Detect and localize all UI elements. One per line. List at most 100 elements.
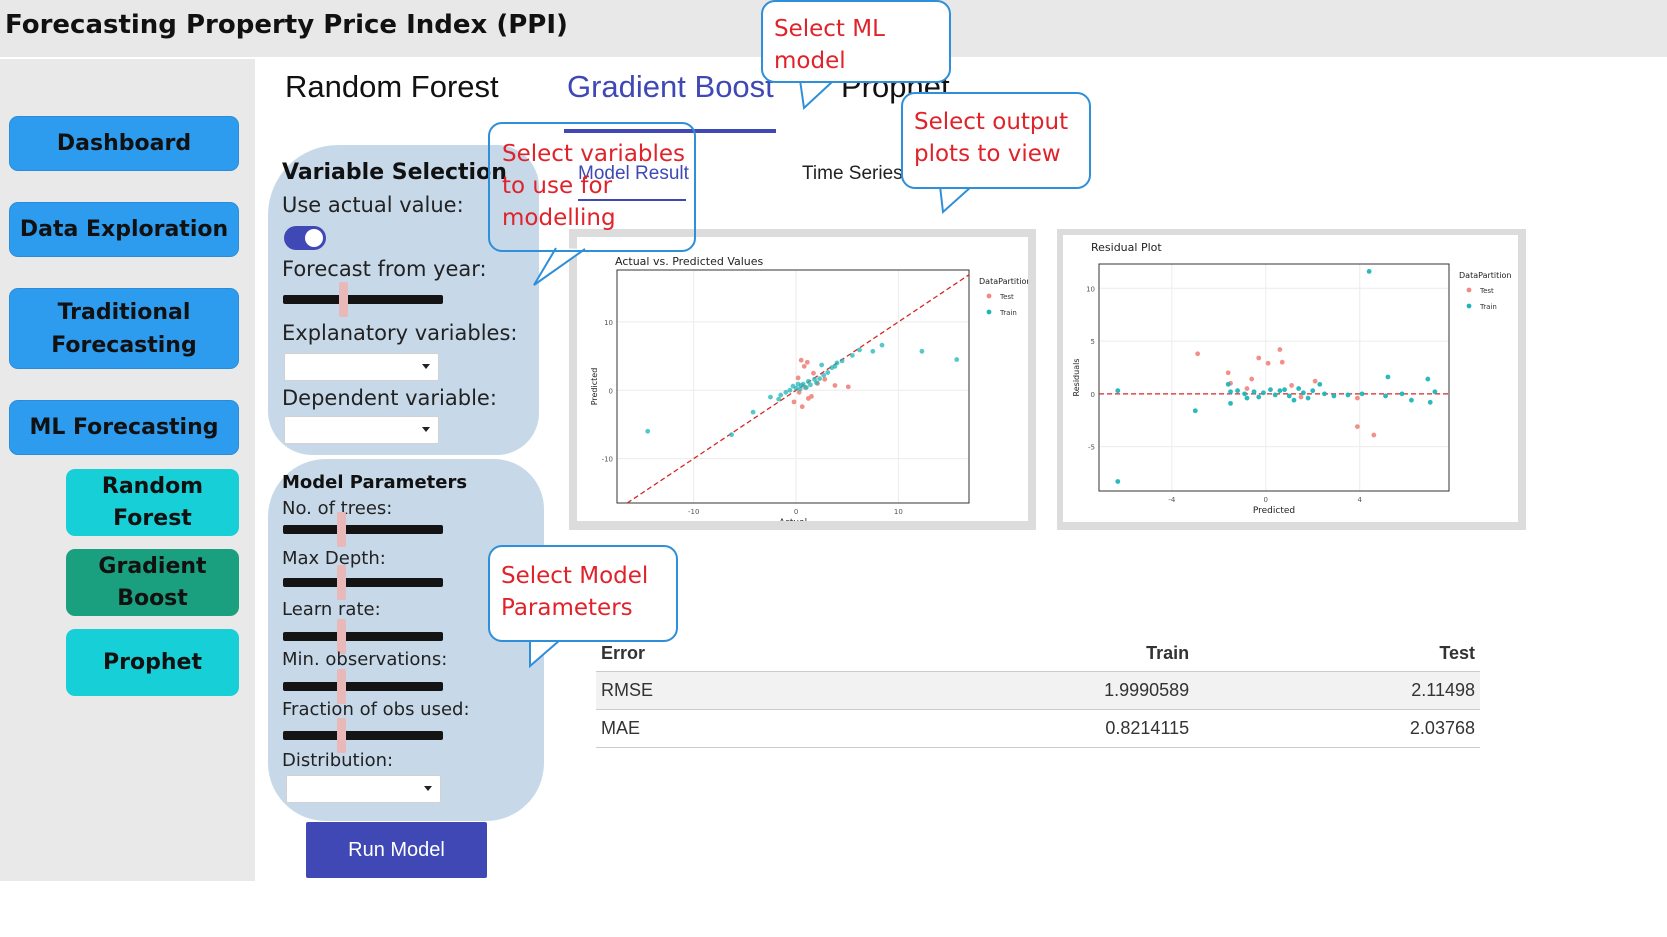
data-point <box>1331 393 1337 399</box>
min-observations-slider[interactable] <box>283 669 443 704</box>
slider-thumb[interactable] <box>337 512 346 547</box>
trees-label: No. of trees: <box>282 498 393 519</box>
forecast-from-label: Forecast from year: <box>282 257 487 281</box>
actual-vs-predicted-chart: Actual vs. Predicted Values -10 0 10 -10 0 10 A… <box>590 255 1031 528</box>
x-tick-label: -4 <box>1168 496 1176 504</box>
data-point <box>1265 360 1271 366</box>
max-depth-label: Max Depth: <box>282 548 386 569</box>
nav-gradient-boost-button[interactable]: Gradient Boost <box>66 549 239 616</box>
data-point <box>783 389 789 395</box>
table-cell: 0.8214115 <box>832 709 1195 748</box>
data-point <box>1256 355 1262 361</box>
callout-select-output-text: Select output plots to view <box>914 109 1069 167</box>
table-cell: 2.11498 <box>1194 671 1480 710</box>
data-point <box>845 384 851 390</box>
data-point <box>825 370 831 375</box>
chart-title: Actual vs. Predicted Values <box>615 255 764 268</box>
chart-title: Residual Plot <box>1091 241 1162 254</box>
data-point <box>809 394 814 399</box>
data-point <box>1261 390 1266 396</box>
caret-down-icon <box>424 786 432 791</box>
y-tick-label: 5 <box>1091 338 1095 346</box>
tab-model-result[interactable]: Model Result <box>578 163 689 184</box>
caret-down-icon <box>422 427 430 432</box>
nav-dashboard-button[interactable]: Dashboard <box>9 116 239 171</box>
callout-select-output <box>901 92 1091 189</box>
tab-time-series[interactable]: Time Series <box>802 163 903 184</box>
data-point <box>1277 347 1283 352</box>
data-point <box>811 370 816 376</box>
slider-thumb[interactable] <box>337 619 346 654</box>
data-point <box>803 385 809 390</box>
table-cell: 2.03768 <box>1194 709 1480 748</box>
data-point <box>1225 370 1231 376</box>
use-actual-toggle[interactable] <box>284 226 326 250</box>
data-point <box>801 363 807 369</box>
plot-border <box>616 269 970 504</box>
data-point <box>800 381 806 387</box>
trees-slider[interactable] <box>283 512 443 547</box>
legend-entry: Train <box>999 309 1017 317</box>
x-tick-label: 4 <box>1358 496 1363 504</box>
data-point <box>1354 424 1360 429</box>
callout-tail <box>939 185 973 215</box>
model-parameters-heading: Model Parameters <box>282 472 468 493</box>
forecast-from-slider[interactable] <box>283 282 443 317</box>
data-point <box>778 392 784 398</box>
slider-thumb[interactable] <box>337 718 346 753</box>
slider-thumb[interactable] <box>338 282 348 317</box>
data-point <box>1300 390 1306 396</box>
data-point <box>1256 394 1262 400</box>
y-tick-label: 10 <box>1086 285 1095 293</box>
run-model-button[interactable]: Run Model <box>306 822 487 878</box>
data-point <box>1225 381 1231 387</box>
callout-select-model-text: Select ML model <box>774 16 885 74</box>
data-point <box>1115 479 1121 484</box>
data-point <box>1354 395 1360 401</box>
legend-swatch <box>1466 303 1472 309</box>
callout-select-params-text: Select Model Parameters <box>501 563 649 621</box>
data-point <box>1279 359 1285 365</box>
data-point <box>798 357 804 363</box>
explanatory-variables-select[interactable] <box>284 353 439 381</box>
dependent-variable-select[interactable] <box>284 416 439 444</box>
data-point <box>1289 383 1295 388</box>
y-axis-label: Residuals <box>1072 359 1081 397</box>
data-point <box>1282 387 1287 393</box>
learn-rate-slider[interactable] <box>283 619 443 654</box>
legend-entry: Test <box>1479 287 1494 295</box>
data-point <box>1244 395 1250 401</box>
column-header: Train <box>832 635 1195 672</box>
data-point <box>1310 388 1316 394</box>
x-axis-label: Actual <box>779 518 807 521</box>
learn-rate-label: Learn rate: <box>282 599 381 620</box>
nav-random-forest-button[interactable]: Random Forest <box>66 469 239 536</box>
data-point <box>799 404 805 410</box>
data-point <box>857 347 862 353</box>
callout-tail <box>799 79 833 111</box>
data-point <box>1228 389 1233 395</box>
data-point <box>821 372 827 378</box>
slider-thumb[interactable] <box>337 669 346 704</box>
distribution-select[interactable] <box>286 775 441 803</box>
legend-entry: Train <box>1479 303 1497 311</box>
nav-data-exploration-button[interactable]: Data Exploration <box>9 202 239 257</box>
callout-select-params <box>488 545 678 642</box>
data-point <box>1244 386 1250 391</box>
slider-thumb[interactable] <box>337 565 346 600</box>
data-point <box>729 432 735 438</box>
nav-prophet-button[interactable]: Prophet <box>66 629 239 696</box>
nav-traditional-forecasting-button[interactable]: Traditional Forecasting <box>9 288 239 369</box>
nav-ml-forecasting-button[interactable]: ML Forecasting <box>9 400 239 455</box>
x-axis-label: Predicted <box>1253 506 1295 516</box>
legend-swatch <box>986 309 992 315</box>
data-point <box>822 376 828 382</box>
fraction-obs-slider[interactable] <box>283 718 443 753</box>
max-depth-slider[interactable] <box>283 565 443 600</box>
data-point <box>1272 392 1278 398</box>
data-point <box>954 357 960 362</box>
data-point <box>819 362 825 368</box>
data-point <box>793 385 799 391</box>
tab-random-forest[interactable]: Random Forest <box>285 69 499 104</box>
tab-gradient-boost[interactable]: Gradient Boost <box>567 69 774 104</box>
